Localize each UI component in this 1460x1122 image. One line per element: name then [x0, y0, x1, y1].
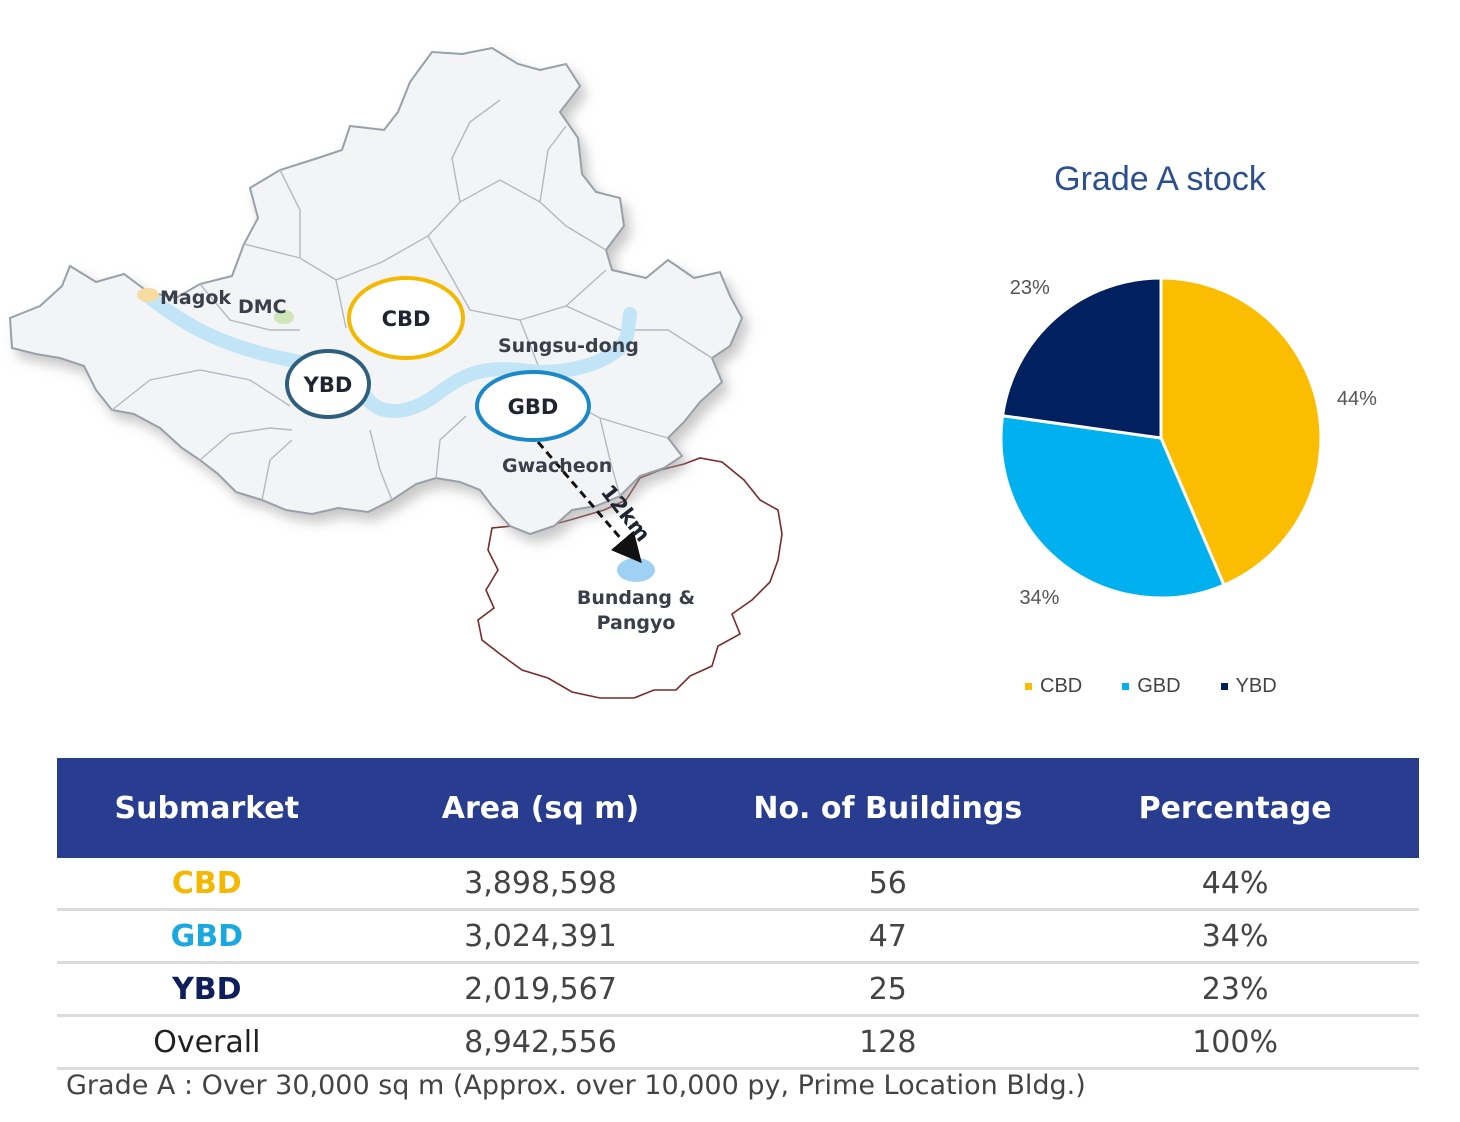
header-percentage: Percentage: [1051, 758, 1419, 858]
bundang-label-line1: Bundang &: [577, 587, 695, 609]
magok-marker: [137, 288, 159, 302]
ybd-map-label: YBD: [303, 373, 353, 397]
grade-a-stock-table: Submarket Area (sq m) No. of Buildings P…: [57, 758, 1419, 1070]
cell-percentage: 23%: [1051, 962, 1419, 1017]
cell-area: 8,942,556: [356, 1015, 725, 1070]
cell-area: 2,019,567: [356, 962, 725, 1017]
cell-buildings: 25: [724, 962, 1052, 1017]
pie-slice-cbd: [1159, 276, 1323, 588]
cell-buildings: 128: [724, 1015, 1052, 1070]
legend-label: CBD: [1040, 675, 1083, 697]
header-area: Area (sq m): [356, 758, 725, 858]
sungsu-label: Sungsu-dong: [498, 335, 639, 357]
legend-item-cbd: CBD: [1025, 675, 1082, 698]
cbd-map-label: CBD: [382, 307, 431, 331]
seoul-office-map: Magok DMC CBD YBD GBD Sungsu-dong Gwache…: [8, 46, 783, 699]
grade-a-stock-chart: 44% 34% 23% Grade A stock CBD GBD YBD: [930, 150, 1430, 720]
pie-label-cbd: 44%: [1337, 388, 1377, 410]
bundang-marker: [617, 558, 655, 582]
gbd-circle: [475, 370, 591, 442]
dmc-label: DMC: [238, 296, 287, 318]
cell-submarket: GBD: [57, 909, 357, 964]
header-buildings: No. of Buildings: [724, 758, 1052, 858]
legend-label: YBD: [1235, 675, 1277, 697]
cell-area: 3,898,598: [356, 858, 725, 911]
legend-item-gbd: GBD: [1122, 675, 1181, 698]
district-lines: [111, 99, 713, 501]
cbd-circle: [347, 276, 465, 360]
cell-buildings: 47: [724, 909, 1052, 964]
table-row: GBD 3,024,391 47 34%: [57, 909, 1419, 964]
cell-submarket: CBD: [57, 858, 357, 911]
pie-slice-gbd: [999, 413, 1226, 600]
cell-buildings: 56: [724, 858, 1052, 911]
han-river: [141, 289, 637, 418]
gbd-map-label: GBD: [508, 395, 559, 419]
pie-slice-ybd: [1000, 276, 1163, 440]
cell-percentage: 100%: [1051, 1015, 1419, 1070]
cell-percentage: 44%: [1051, 858, 1419, 911]
dmc-marker: [274, 310, 294, 324]
table-row: YBD 2,019,567 25 23%: [57, 962, 1419, 1017]
header-submarket: Submarket: [57, 758, 357, 858]
distance-arrow: [536, 441, 642, 564]
pie-canvas: 44% 34% 23%: [999, 276, 1377, 609]
cell-submarket: Overall: [57, 1015, 357, 1070]
chart-title: Grade A stock: [1054, 160, 1266, 198]
cell-area: 3,024,391: [356, 909, 725, 964]
legend-label: GBD: [1137, 675, 1181, 697]
legend-swatch: [1122, 683, 1130, 690]
footnote: Grade A : Over 30,000 sq m (Approx. over…: [66, 1070, 1086, 1101]
pie-label-gbd: 34%: [1019, 587, 1059, 609]
legend-item-ybd: YBD: [1220, 675, 1277, 698]
bundang-label-line2: Pangyo: [597, 612, 676, 634]
ybd-circle: [285, 349, 371, 419]
legend-swatch: [1220, 683, 1228, 690]
cell-percentage: 34%: [1051, 909, 1419, 964]
table-row: CBD 3,898,598 56 44%: [57, 858, 1419, 911]
legend-swatch: [1025, 683, 1032, 690]
chart-legend: CBD GBD YBD: [1025, 675, 1277, 698]
gwacheon-label: Gwacheon: [502, 455, 612, 477]
table-row-overall: Overall 8,942,556 128 100%: [57, 1015, 1419, 1070]
cell-submarket: YBD: [57, 962, 357, 1017]
pie-label-ybd: 23%: [1010, 277, 1050, 299]
magok-label: Magok: [160, 287, 231, 309]
table-header-row: Submarket Area (sq m) No. of Buildings P…: [57, 758, 1419, 858]
